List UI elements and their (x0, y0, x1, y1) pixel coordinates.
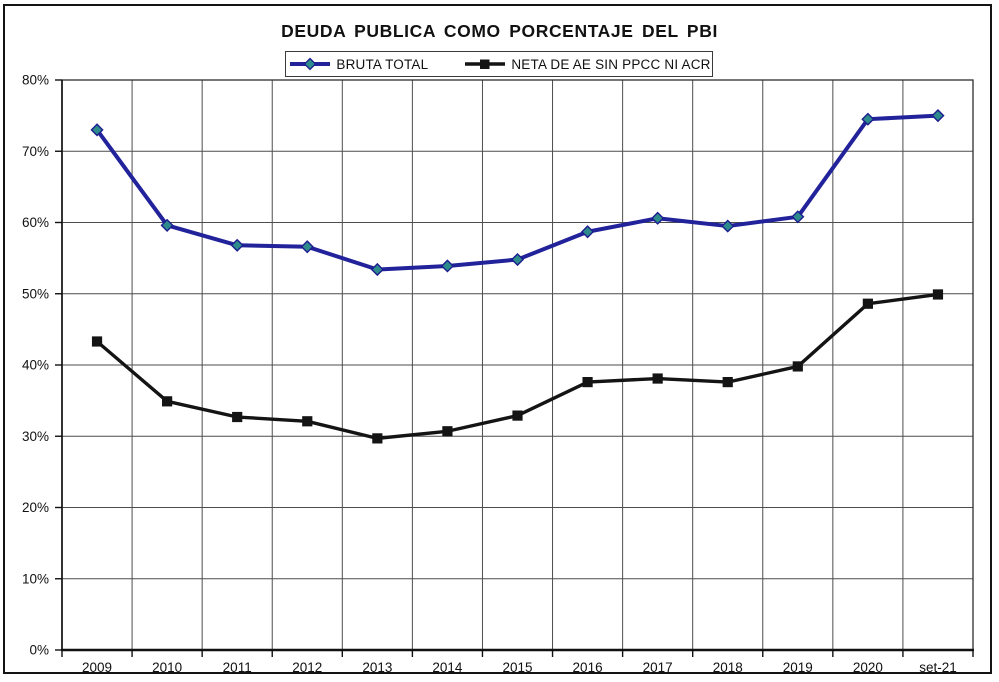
y-tick-label: 50% (22, 286, 49, 301)
x-tick-label: 2016 (573, 660, 603, 675)
x-tick-label: 2009 (82, 660, 112, 675)
x-tick-label: 2013 (362, 660, 392, 675)
data-point-marker-square (932, 289, 944, 300)
data-point-marker-square (582, 377, 593, 388)
y-tick-label: 70% (22, 144, 49, 159)
x-tick-label: 2015 (502, 660, 532, 675)
data-point-marker-square (722, 377, 733, 388)
y-tick-label: 10% (22, 571, 49, 586)
legend-line-diamond-icon (290, 57, 331, 71)
x-tick-label: 2011 (223, 660, 252, 675)
x-tick-label: 2012 (292, 660, 322, 675)
data-point-marker-diamond (300, 240, 314, 254)
data-point-marker-diamond (580, 225, 595, 239)
y-tick-label: 40% (22, 358, 49, 373)
x-tick-label: 2017 (643, 660, 673, 675)
data-point-marker-square (442, 426, 453, 437)
data-point-marker-square (652, 373, 663, 384)
data-point-marker-diamond (90, 123, 104, 137)
legend-line-square-icon (465, 59, 506, 69)
y-tick-label: 60% (22, 215, 49, 230)
data-point-marker-square (862, 298, 873, 309)
legend-label-neta: NETA DE AE SIN PPCC NI ACR (511, 56, 711, 72)
data-point-marker-diamond (160, 218, 174, 232)
legend-label-bruta-total: BRUTA TOTAL (336, 56, 429, 72)
data-point-marker-diamond (510, 252, 525, 267)
y-tick-label: 30% (22, 429, 49, 444)
legend-item-neta: NETA DE AE SIN PPCC NI ACR (462, 57, 710, 72)
data-point-marker-square (792, 361, 803, 372)
legend-item-bruta-total: BRUTA TOTAL (287, 57, 428, 72)
x-tick-label: 2014 (432, 660, 463, 675)
data-point-marker-square (162, 396, 173, 407)
y-tick-label: 80% (22, 73, 49, 88)
legend: BRUTA TOTAL NETA DE AE SIN PPCC NI ACR (285, 51, 713, 77)
x-tick-label: 2010 (152, 660, 182, 675)
data-point-marker-diamond (651, 211, 665, 225)
y-tick-label: 20% (22, 500, 49, 515)
data-point-marker-diamond (931, 109, 945, 123)
x-tick-label: 2018 (713, 660, 743, 675)
data-point-marker-diamond (370, 262, 384, 277)
data-point-marker-square (302, 416, 313, 427)
series-line-0 (95, 113, 940, 272)
x-tick-label: set-21 (919, 660, 957, 675)
data-point-marker-diamond (440, 259, 455, 273)
data-point-marker-diamond (721, 219, 735, 233)
data-point-marker-square (91, 336, 103, 347)
x-tick-label: 2020 (853, 660, 883, 675)
x-tick-label: 2019 (783, 660, 813, 675)
data-point-marker-square (372, 433, 383, 444)
data-point-marker-square (232, 411, 243, 423)
data-point-marker-square (512, 410, 523, 421)
chart-title: DEUDA PUBLICA COMO PORCENTAJE DEL PBI (281, 21, 718, 41)
data-point-marker-diamond (861, 112, 875, 126)
y-tick-label: 0% (29, 643, 49, 658)
data-point-marker-diamond (791, 210, 805, 224)
data-point-marker-diamond (230, 238, 244, 252)
